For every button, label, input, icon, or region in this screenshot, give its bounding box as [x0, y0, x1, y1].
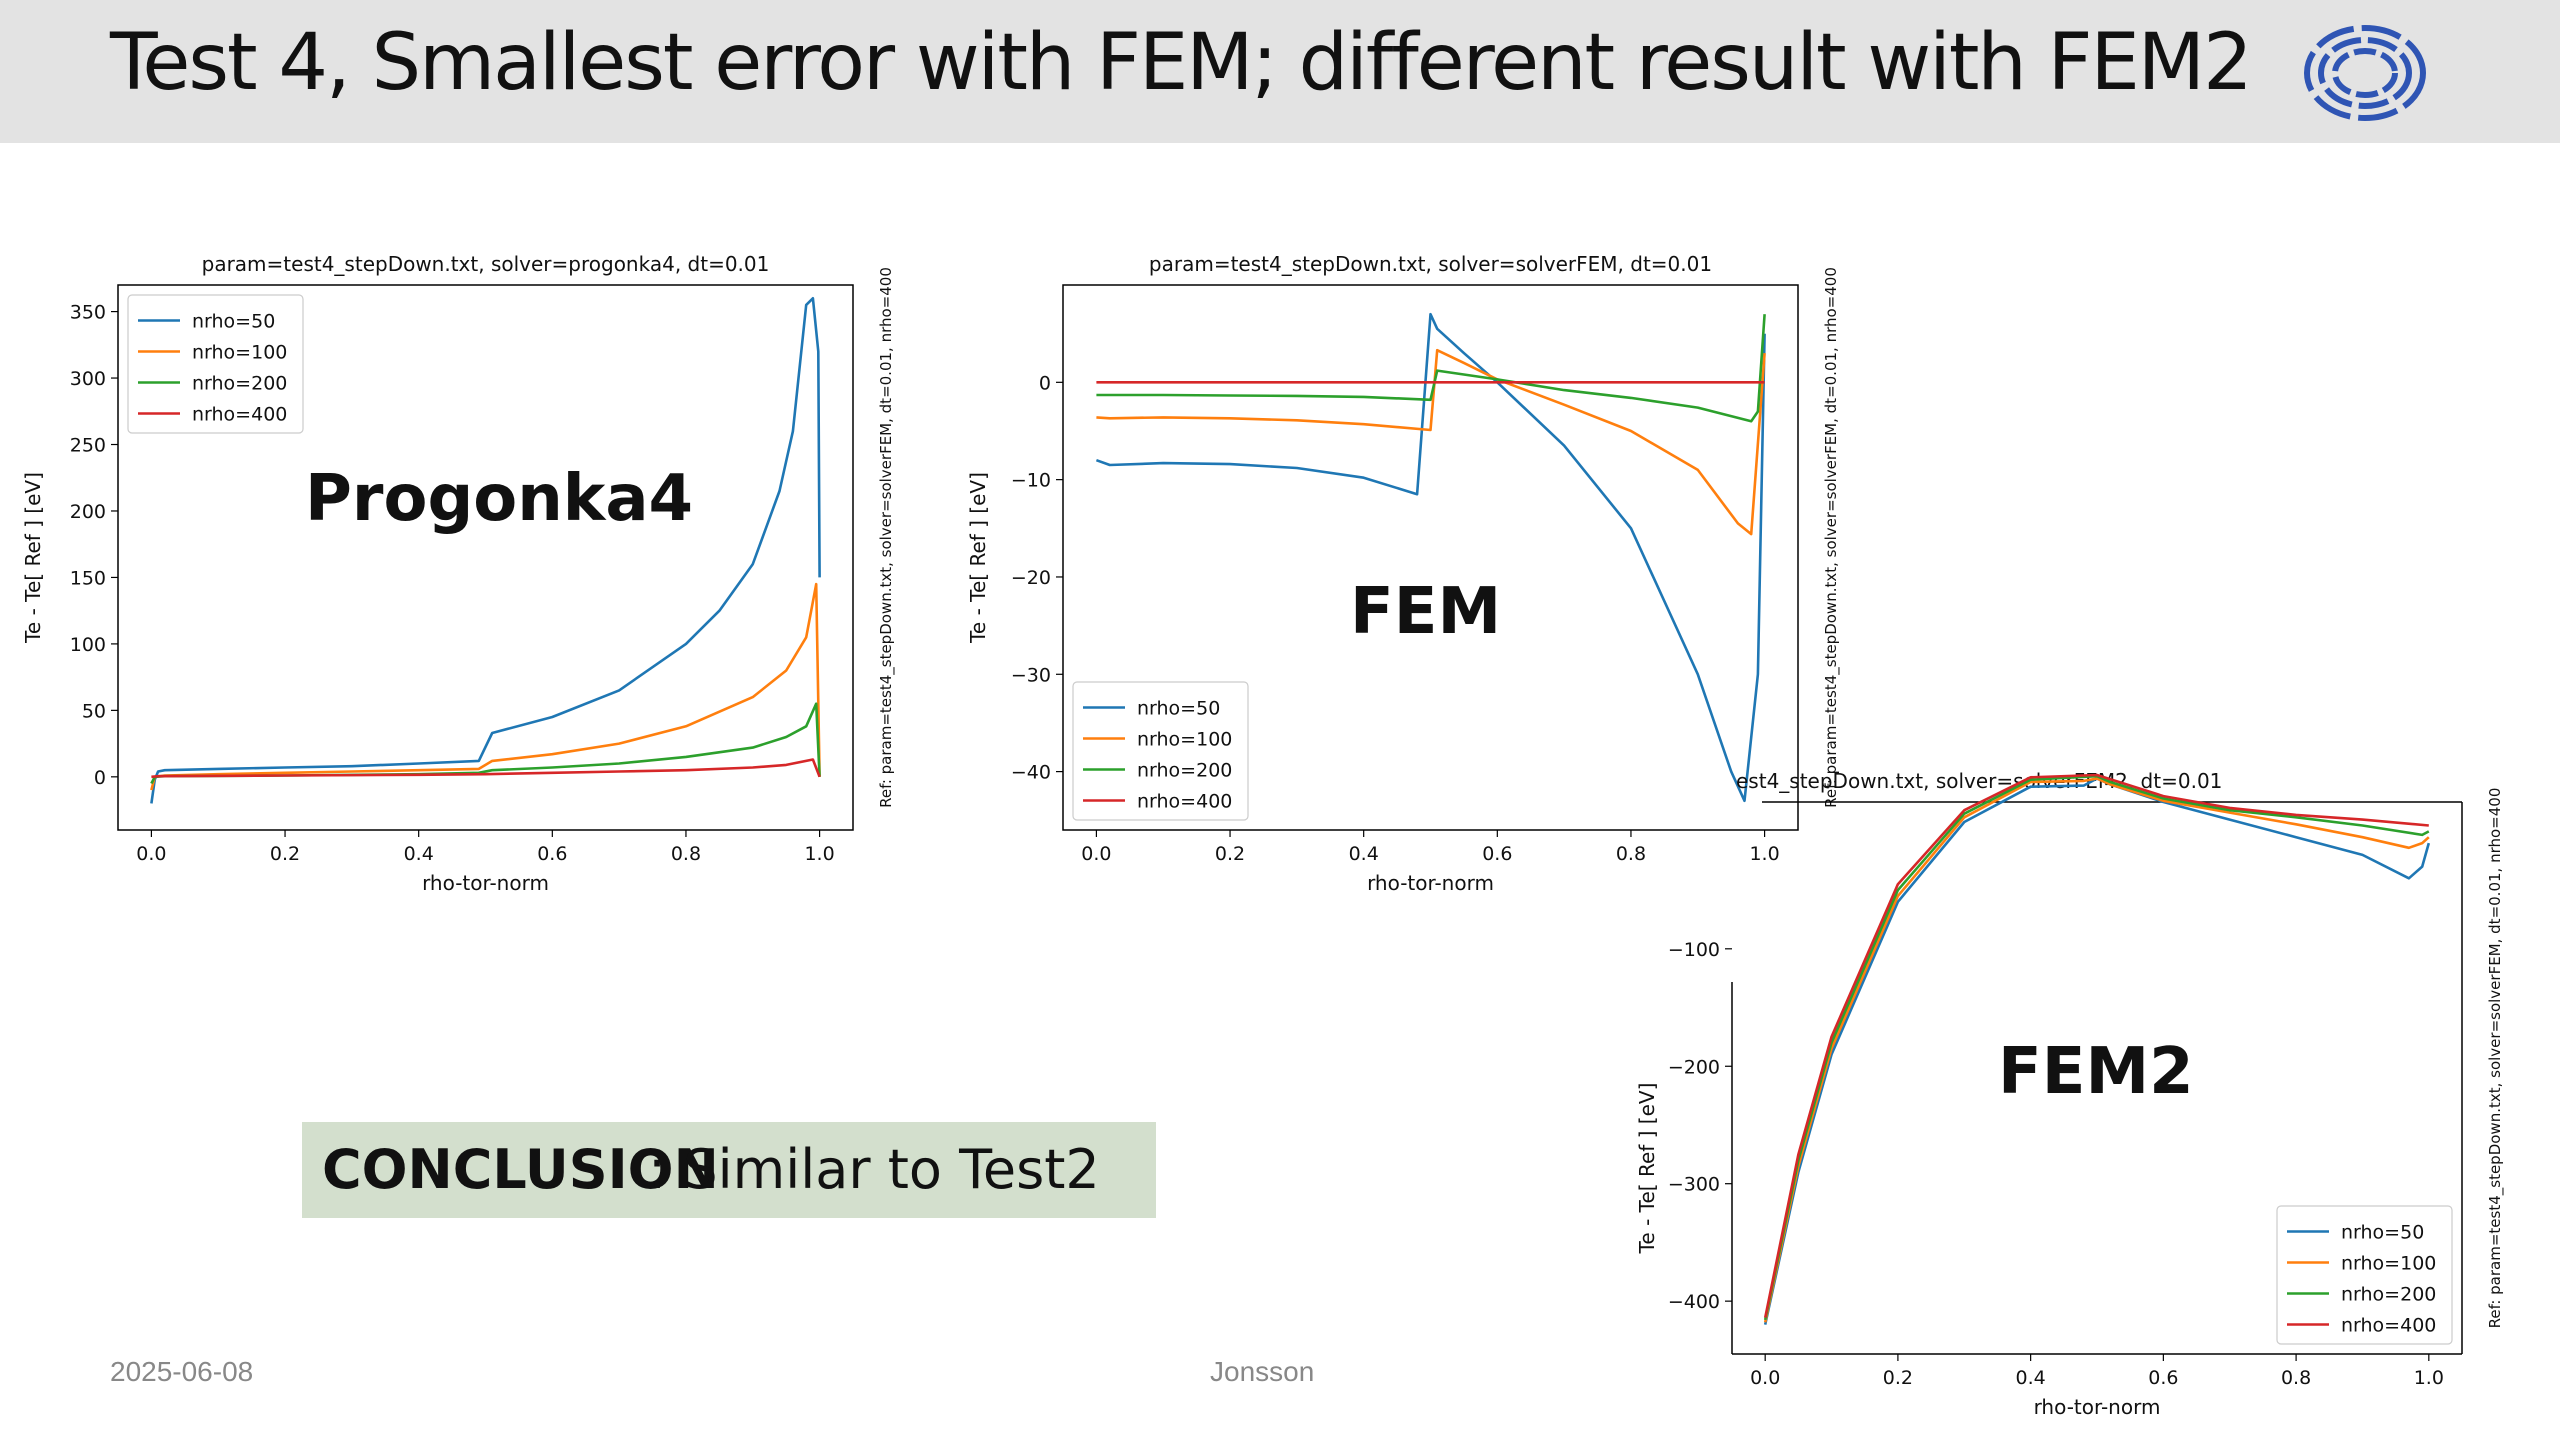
y-axis-label: Te - Te[ Ref ] [eV]: [966, 472, 990, 644]
y-tick-label: 50: [82, 700, 106, 722]
fem-chart: param=test4_stepDown.txt, solver=solverF…: [966, 252, 1841, 895]
legend-entry: nrho=50: [1137, 698, 1220, 720]
x-axis-label: rho-tor-norm: [2034, 1395, 2161, 1419]
series-line-nrho-100: [1763, 777, 2430, 1323]
legend-entry: nrho=400: [192, 404, 287, 426]
x-tick-label: 1.0: [1749, 843, 1779, 865]
legend: nrho=50 nrho=100 nrho=200 nrho=400: [127, 294, 304, 434]
y-tick-label: −40: [1011, 762, 1051, 784]
x-axis-label: rho-tor-norm: [422, 871, 549, 895]
legend-frame: [2276, 1205, 2453, 1345]
reference-label: Ref: param=test4_stepDown.txt, solver=so…: [1822, 267, 1841, 808]
legend-entry: nrho=200: [2341, 1284, 2436, 1306]
conclusion-bold: CONCLUSION: [322, 1138, 719, 1201]
fem2-label: FEM2: [1998, 1035, 2194, 1109]
y-tick-label: −200: [1668, 1056, 1720, 1078]
y-axis-label: Te - Te[ Ref ] [eV]: [21, 472, 45, 644]
x-tick-label: 0.4: [1349, 843, 1379, 865]
series-line-nrho-400: [151, 758, 821, 779]
progonka4-chart: param=test4_stepDown.txt, solver=progonk…: [21, 252, 896, 895]
footer-author: Jonsson: [1210, 1356, 1315, 1387]
reference-label: Ref: param=test4_stepDown.txt, solver=so…: [877, 267, 896, 808]
conclusion-box: CONCLUSION : Similar to Test2: [302, 1122, 1156, 1218]
x-tick-label: 0.0: [136, 843, 166, 865]
y-tick-label: −20: [1011, 567, 1051, 589]
conclusion-text: : Similar to Test2: [648, 1138, 1100, 1201]
y-tick-label: 150: [70, 567, 106, 589]
x-tick-label: 0.6: [2148, 1367, 2178, 1389]
series-line-nrho-200: [150, 702, 821, 785]
y-tick-label: 0: [1039, 372, 1051, 394]
legend-entry: nrho=50: [2341, 1222, 2424, 1244]
x-tick-label: 1.0: [2414, 1367, 2444, 1389]
y-tick-label: 0: [94, 767, 106, 789]
series-line-nrho-100: [150, 582, 821, 791]
x-tick-label: 0.2: [1215, 843, 1245, 865]
x-tick-label: 0.4: [404, 843, 434, 865]
x-tick-label: 1.0: [804, 843, 834, 865]
x-tick-label: 0.6: [537, 843, 567, 865]
y-tick-label: 350: [70, 302, 106, 324]
x-tick-label: 0.8: [671, 843, 701, 865]
series-line-nrho-200: [1096, 314, 1766, 423]
x-tick-label: 0.6: [1482, 843, 1512, 865]
legend-entry: nrho=100: [1137, 729, 1232, 751]
legend-frame: [127, 294, 304, 434]
legend-entry: nrho=400: [2341, 1315, 2436, 1337]
y-tick-label: 200: [70, 501, 106, 523]
tokamak-logo-icon: [2304, 25, 2426, 121]
legend-entry: nrho=50: [192, 311, 275, 333]
series-line-nrho-400: [1763, 773, 2429, 1318]
plot-frame: [117, 284, 854, 831]
title-bar: Test 4, Smallest error with FEM; differe…: [0, 0, 2560, 143]
fem-label: FEM: [1350, 575, 1502, 649]
series-line-nrho-100: [1096, 348, 1766, 536]
chart-title: param=test4_stepDown.txt, solver=solverF…: [1149, 252, 1712, 276]
fem2-chart: est4_stepDown.txt, solver=solverFEM2, dt…: [1635, 769, 2505, 1419]
legend-entry: nrho=100: [2341, 1253, 2436, 1275]
y-tick-label: −10: [1011, 470, 1051, 492]
series-line-nrho-50: [150, 297, 821, 804]
chart-title: est4_stepDown.txt, solver=solverFEM2, dt…: [1736, 769, 2222, 793]
x-tick-label: 0.0: [1081, 843, 1111, 865]
y-tick-label: −400: [1668, 1291, 1720, 1313]
y-tick-label: 300: [70, 368, 106, 390]
chart-title: param=test4_stepDown.txt, solver=progonk…: [202, 252, 770, 276]
x-tick-label: 0.8: [2281, 1367, 2311, 1389]
x-tick-label: 0.4: [2016, 1367, 2046, 1389]
y-tick-label: 250: [70, 435, 106, 457]
y-tick-label: −300: [1668, 1174, 1720, 1196]
legend-entry: nrho=200: [1137, 760, 1232, 782]
y-tick-label: −30: [1011, 664, 1051, 686]
series-line-nrho-200: [1763, 774, 2430, 1321]
x-tick-label: 0.2: [1883, 1367, 1913, 1389]
x-tick-label: 0.2: [270, 843, 300, 865]
y-axis-label: Te - Te[ Ref ] [eV]: [1635, 1083, 1659, 1255]
legend: nrho=50 nrho=100 nrho=200 nrho=400: [2276, 1205, 2453, 1345]
legend-entry: nrho=400: [1137, 791, 1232, 813]
legend-frame: [1072, 681, 1249, 821]
legend-entry: nrho=100: [192, 342, 287, 364]
y-tick-label: 100: [70, 634, 106, 656]
reference-label: Ref: param=test4_stepDown.txt, solver=so…: [2486, 788, 2505, 1329]
x-axis-label: rho-tor-norm: [1367, 871, 1494, 895]
footer-date: 2025-06-08: [110, 1356, 254, 1387]
y-tick-label: −100: [1668, 939, 1720, 961]
slide-title: Test 4, Smallest error with FEM; differe…: [110, 18, 2253, 108]
legend: nrho=50 nrho=100 nrho=200 nrho=400: [1072, 681, 1249, 821]
x-tick-label: 0.8: [1616, 843, 1646, 865]
plot-frame: [1062, 284, 1799, 831]
progonka4-label: Progonka4: [305, 462, 694, 536]
x-tick-label: 0.0: [1750, 1367, 1780, 1389]
series-line-nrho-50: [1095, 312, 1766, 803]
legend-entry: nrho=200: [192, 373, 287, 395]
